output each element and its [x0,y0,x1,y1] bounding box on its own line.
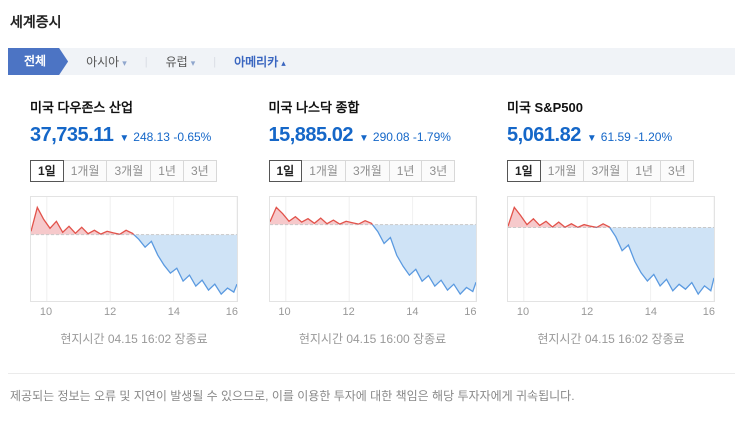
chart-line-down [100,234,237,296]
index-price: 15,885.02 [268,124,354,146]
price-change: 61.59 -1.20% [600,130,673,144]
period-tab-1y[interactable]: 1년 [388,160,423,182]
period-tabs: 1일 1개월 3개월 1년 3년 [507,160,715,182]
chart-area-above-baseline [508,207,714,228]
period-tabs: 1일 1개월 3개월 1년 3년 [268,160,477,182]
index-price: 5,061.82 [507,124,581,146]
index-card-nasdaq: 미국 나스닥 종합 15,885.02 ▼ 290.08 -1.79% 1일 1… [268,97,477,347]
chevron-down-icon: ▾ [190,58,196,68]
period-tab-1y[interactable]: 1년 [150,160,184,182]
x-tick-label: 14 [644,306,658,318]
period-tab-1y[interactable]: 1년 [627,160,661,182]
period-tab-3y[interactable]: 3년 [421,160,456,182]
period-tab-1d[interactable]: 1일 [268,160,303,182]
period-tab-1d[interactable]: 1일 [507,160,541,182]
price-row: 5,061.82 ▼ 61.59 -1.20% [507,124,715,147]
period-tab-1m[interactable]: 1개월 [539,160,585,182]
x-tick-label: 12 [342,306,355,318]
period-tab-3y[interactable]: 3년 [182,160,217,182]
price-change: 248.13 -0.65% [133,130,212,144]
price-change: 290.08 -1.79% [372,130,451,144]
local-time: 현지시간 04.15 16:00 장종료 [298,332,447,346]
chart-box [507,196,715,302]
intraday-chart [269,197,476,301]
period-tab-3m[interactable]: 3개월 [583,160,629,182]
period-tab-3y[interactable]: 3년 [659,160,694,182]
x-axis-labels: 10 12 14 16 [507,306,715,320]
region-tab-asia-label: 아시아 [86,55,120,69]
down-arrow-icon: ▼ [358,133,369,144]
x-axis-labels: 10 12 14 16 [30,306,238,320]
separator: | [213,55,217,68]
x-tick-label: 10 [516,306,530,318]
local-time: 현지시간 04.15 16:02 장종료 [537,332,685,346]
chart-line-down [551,227,714,296]
x-tick-label: 16 [702,306,715,318]
chevron-down-icon: ▾ [122,58,127,68]
chart-area-above-baseline [269,207,476,225]
chart-area-below-baseline [31,234,237,295]
period-tab-3m[interactable]: 3개월 [344,160,390,182]
index-cards-row: 미국 다우존스 산업 37,735.11 ▼ 248.13 -0.65% 1일 … [8,75,735,347]
x-tick-label: 10 [39,306,53,318]
intraday-chart [508,197,714,301]
chart-line-down [338,224,476,296]
x-tick-label: 10 [278,306,291,318]
x-tick-label: 16 [464,306,477,318]
chart-area-above-baseline [31,207,134,235]
period-tab-1m[interactable]: 1개월 [62,160,108,182]
period-tab-1d[interactable]: 1일 [30,160,64,182]
region-tab-america-label: 아메리카 [234,55,279,69]
intraday-chart [31,197,237,301]
region-tab-asia[interactable]: 아시아 ▾ [68,53,145,70]
down-arrow-icon: ▼ [119,133,130,144]
page-title: 세계증시 [10,14,62,30]
chart-line-up [269,206,373,225]
region-tab-all[interactable]: 전체 [8,48,68,75]
period-tabs: 1일 1개월 3개월 1년 3년 [30,160,238,182]
region-tab-europe[interactable]: 유럽 ▾ [148,53,214,70]
chevron-up-icon: ▴ [281,58,286,68]
period-tab-3m[interactable]: 3개월 [106,160,152,182]
down-arrow-icon: ▼ [586,133,597,144]
chart-area-below-baseline [371,224,476,295]
local-time: 현지시간 04.15 16:02 장종료 [60,332,208,346]
period-tab-1m[interactable]: 1개월 [301,160,346,182]
index-name: 미국 다우존스 산업 [30,100,133,115]
region-tab-europe-label: 유럽 [165,55,188,69]
chart-line-up [31,205,135,235]
index-card-dow: 미국 다우존스 산업 37,735.11 ▼ 248.13 -0.65% 1일 … [30,97,238,347]
price-row: 37,735.11 ▼ 248.13 -0.65% [30,124,238,147]
x-tick-label: 14 [167,306,181,318]
chart-line-up [508,206,611,228]
x-tick-label: 12 [103,306,117,318]
disclaimer: 제공되는 정보는 오류 및 지연이 발생될 수 있으므로, 이를 이용한 투자에… [8,373,735,404]
index-name: 미국 S&P500 [507,100,583,115]
world-markets-widget: 세계증시 전체 아시아 ▾ | 유럽 ▾ | 아메리카 ▴ 미국 다우존스 산업 37… [8,14,735,404]
index-name: 미국 나스닥 종합 [268,100,360,115]
x-tick-label: 16 [225,306,238,318]
chart-area-below-baseline [508,227,714,295]
x-axis-labels: 10 12 14 16 [269,306,477,320]
chart-box [30,196,238,302]
index-card-sp500: 미국 S&P500 5,061.82 ▼ 61.59 -1.20% 1일 1개월… [507,97,715,347]
x-tick-label: 12 [580,306,594,318]
x-tick-label: 14 [406,306,419,318]
price-row: 15,885.02 ▼ 290.08 -1.79% [269,124,477,147]
region-tabbar: 전체 아시아 ▾ | 유럽 ▾ | 아메리카 ▴ [8,48,735,75]
chart-box [268,196,477,302]
region-tab-america[interactable]: 아메리카 ▴ [216,53,304,70]
separator: | [144,55,148,68]
index-price: 37,735.11 [30,124,114,146]
